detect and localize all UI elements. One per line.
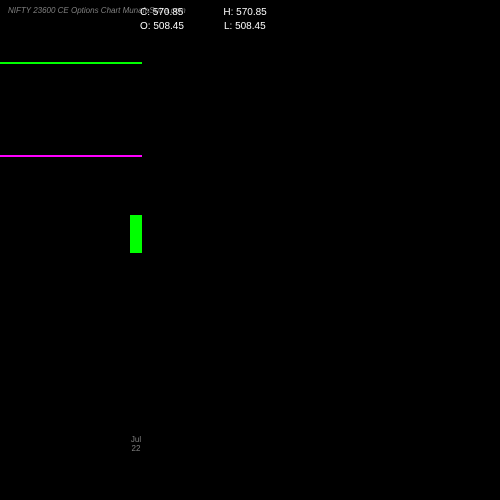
chart-canvas: Jul22: [0, 0, 500, 500]
indicator-line-1: [0, 155, 142, 157]
candle-0: [130, 215, 142, 253]
x-axis-label-0: Jul22: [131, 436, 141, 454]
indicator-line-0: [0, 62, 142, 64]
